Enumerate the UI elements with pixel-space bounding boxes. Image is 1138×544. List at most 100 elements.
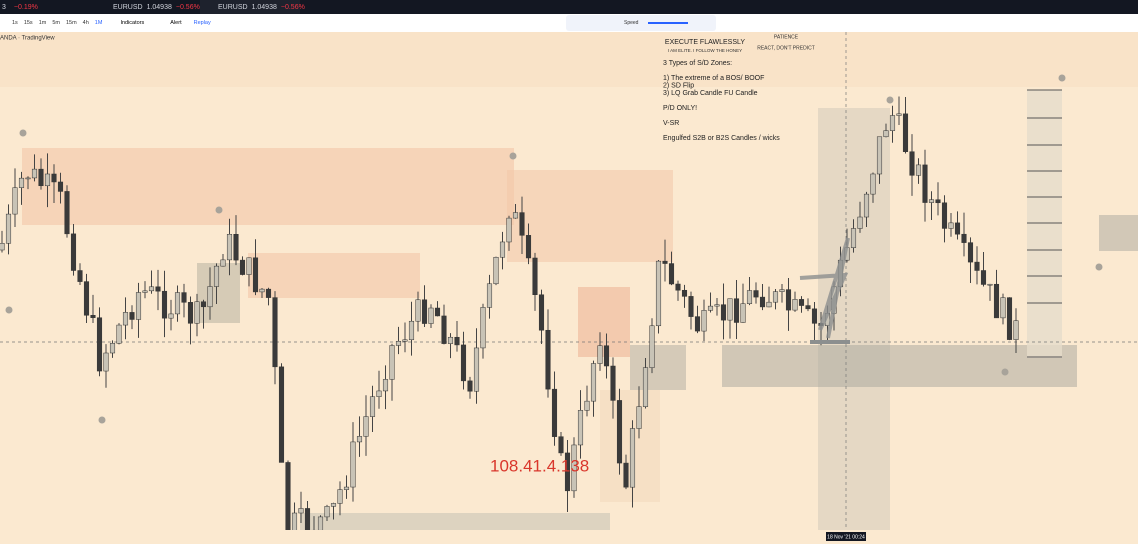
candle — [408, 320, 415, 341]
candle — [863, 193, 870, 218]
candle — [350, 441, 356, 488]
candle — [25, 177, 31, 180]
note: 1) The extreme of a BOS/ BOOF — [663, 75, 764, 82]
candle — [44, 173, 51, 187]
candle — [623, 462, 629, 488]
candle — [317, 516, 324, 531]
candle — [382, 379, 389, 392]
note: 3 Types of S/D Zones: — [663, 60, 732, 67]
time-axis — [0, 530, 1138, 544]
candle — [597, 345, 603, 364]
zone — [630, 345, 686, 390]
candle — [467, 380, 473, 392]
candle — [987, 283, 993, 286]
zone — [300, 513, 610, 530]
background — [0, 32, 1138, 530]
alert-button[interactable]: Alert — [150, 20, 181, 26]
candle — [662, 260, 668, 264]
candle — [265, 288, 272, 298]
candle — [402, 339, 408, 342]
candle — [18, 177, 25, 188]
candle — [246, 257, 252, 275]
candle — [1013, 320, 1019, 340]
candle — [447, 336, 454, 344]
candle — [161, 290, 168, 319]
candle — [12, 187, 18, 215]
zone — [22, 148, 514, 225]
candle — [740, 303, 746, 323]
candle — [707, 305, 714, 311]
candle — [155, 286, 161, 292]
candle — [493, 256, 499, 285]
candle — [135, 292, 142, 320]
anchor-point — [1001, 368, 1009, 376]
interval[interactable]: 4h — [82, 20, 89, 26]
candle — [304, 508, 311, 533]
candle — [935, 199, 941, 204]
candle — [961, 233, 967, 243]
note: EXECUTE FLAWLESSLY — [665, 39, 745, 46]
note: P/D ONLY! — [663, 105, 697, 112]
candle — [850, 228, 857, 248]
candle — [993, 283, 1000, 319]
interval[interactable]: 5m — [52, 20, 60, 26]
note: REACT, DON'T PREDICT — [757, 45, 815, 51]
interval[interactable]: 1s — [12, 20, 18, 26]
toolbar: 1s 15s 1m 5m 15m 4h 1M Indicators Alert Replay Spe… — [0, 14, 1138, 33]
tab[interactable]: 3 −0.19% — [0, 0, 85, 14]
candle — [239, 259, 246, 275]
watermark: 108.41.4.138 — [490, 456, 589, 475]
candle — [226, 234, 233, 261]
tab[interactable]: EURUSD 1.04938 −0.56% — [95, 0, 200, 14]
candle — [116, 324, 122, 344]
replay-bar: Speed — [566, 15, 716, 31]
candle — [798, 299, 805, 306]
interval[interactable]: 1m — [38, 20, 47, 26]
candle — [441, 315, 447, 344]
candle — [772, 291, 779, 303]
candle — [538, 294, 545, 331]
zone — [248, 253, 420, 298]
anchor-point — [1095, 263, 1103, 271]
zone — [1027, 90, 1062, 358]
candle — [174, 292, 181, 315]
interval[interactable]: 15m — [65, 20, 77, 26]
tab[interactable]: EURUSD 1.04938 −0.56% — [200, 0, 305, 14]
candle — [200, 301, 207, 308]
candle — [805, 305, 811, 310]
candle — [688, 296, 694, 317]
zone — [578, 287, 630, 357]
candle — [980, 270, 987, 285]
note: PATIENCE — [774, 34, 799, 40]
candle — [506, 217, 512, 243]
candle — [207, 286, 213, 308]
interval[interactable]: 15s — [23, 20, 33, 26]
tab-price: 1.04938 — [146, 3, 172, 11]
candle — [324, 506, 330, 518]
candle — [168, 313, 174, 319]
tab-change: −0.19% — [13, 3, 38, 11]
candle — [252, 257, 259, 293]
candle — [941, 202, 948, 229]
candle — [746, 290, 753, 304]
drawing — [799, 237, 850, 339]
candle — [57, 181, 64, 192]
candle — [259, 288, 265, 293]
source: ANDA · TradingView — [0, 36, 55, 42]
candle — [889, 115, 896, 131]
candle — [577, 410, 584, 446]
candle — [337, 489, 343, 504]
candle — [616, 400, 623, 464]
candle — [376, 390, 382, 397]
candle — [5, 213, 12, 244]
candle — [194, 301, 200, 324]
candle — [668, 263, 675, 285]
interval[interactable]: 1M — [94, 20, 103, 26]
tab-change: −0.56% — [175, 3, 200, 11]
replay-button[interactable]: Replay — [188, 20, 211, 26]
indicators-button[interactable]: Indicators — [108, 20, 144, 26]
candle — [928, 199, 935, 203]
candle — [0, 243, 5, 251]
